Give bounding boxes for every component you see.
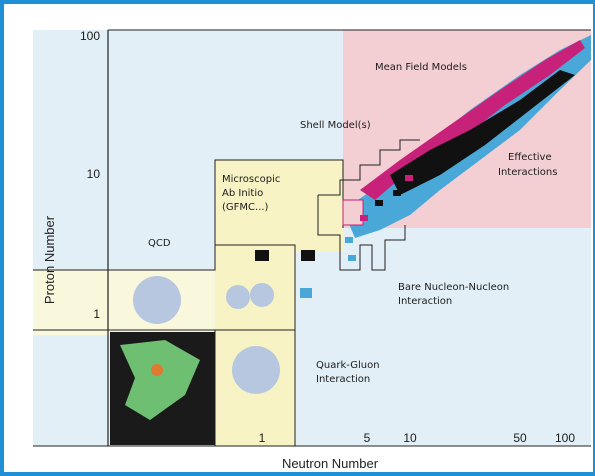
y-tick-1: 1 xyxy=(93,307,100,321)
y-tick-10: 10 xyxy=(87,167,101,181)
x-tick-100: 100 xyxy=(555,431,575,445)
drip-staircase xyxy=(317,195,406,271)
x-tick-50: 50 xyxy=(513,431,527,445)
microscopic-label-1: Microscopic xyxy=(222,174,280,185)
shell-box xyxy=(342,199,364,226)
microscopic-label-3: (GFMC...) xyxy=(222,202,269,213)
nuclide-black-3 xyxy=(375,200,383,206)
x-axis-label: Neutron Number xyxy=(282,456,379,471)
bare-nn-label-1: Bare Nucleon-Nucleon xyxy=(398,282,509,293)
nucleon-image-icon xyxy=(133,276,181,324)
y-tick-100: 100 xyxy=(80,29,100,43)
gluon-shape-icon xyxy=(120,340,200,420)
nuclide-chart-black xyxy=(390,70,575,195)
shell-staircase xyxy=(318,139,420,196)
microscopic-label-2: Ab Initio xyxy=(222,188,263,199)
microscopic-boundary xyxy=(214,159,344,245)
nuclide-blue-2 xyxy=(348,255,356,261)
qcd-region xyxy=(33,270,215,335)
effective-label-1: Effective xyxy=(508,152,552,163)
nucleon-pair-left-icon xyxy=(226,285,250,309)
y-axis-label: Proton Number xyxy=(42,215,57,304)
bare-nn-label-2: Interaction xyxy=(398,296,452,307)
nucleon-pair-right-icon xyxy=(250,283,274,307)
quark-gluon-label-2: Interaction xyxy=(316,374,370,385)
quark-gluon-label-1: Quark-Gluon xyxy=(316,360,380,371)
x-tick-1: 1 xyxy=(259,431,266,445)
x-tick-10: 10 xyxy=(403,431,417,445)
qcd-boundary xyxy=(33,244,296,331)
microscopic-region xyxy=(215,160,343,252)
nuclide-blue-3 xyxy=(345,237,353,243)
qcd-label: QCD xyxy=(148,238,171,249)
mean-field-label: Mean Field Models xyxy=(375,62,467,73)
microscopic-lower-region xyxy=(215,245,295,445)
nuclide-black-2 xyxy=(301,250,315,261)
quark-icon xyxy=(151,364,163,376)
effective-label-2: Interactions xyxy=(498,167,557,178)
nuclide-black-4 xyxy=(393,190,401,196)
nuclide-black-1 xyxy=(255,250,269,261)
quark-image-icon xyxy=(232,346,280,394)
nuclide-blue-1 xyxy=(300,288,312,298)
nuclide-magenta-1 xyxy=(360,215,368,221)
x-tick-5: 5 xyxy=(364,431,371,445)
shell-model-label: Shell Model(s) xyxy=(300,120,371,131)
nuclide-magenta-2 xyxy=(405,175,413,181)
